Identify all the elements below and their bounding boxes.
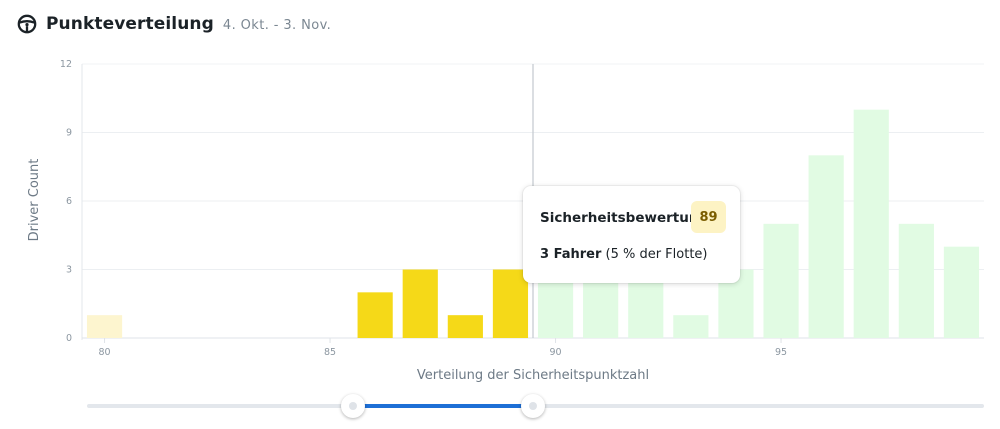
bar-score-97[interactable] [853, 109, 889, 339]
chart-title: Punkteverteilung [46, 14, 214, 34]
tooltip-fleet-share: (5 % der Flotte) [605, 247, 708, 262]
bar-score-88[interactable] [447, 315, 483, 338]
tooltip-score-badge: 89 [691, 201, 726, 233]
chart-header: Punkteverteilung 4. Okt. - 3. Nov. [17, 14, 331, 34]
bar-score-98[interactable] [898, 223, 934, 338]
bar-score-93[interactable] [673, 315, 709, 338]
bar-score-99[interactable] [943, 246, 980, 338]
tooltip-label: Sicherheitsbewertung [540, 210, 692, 226]
date-range: 4. Okt. - 3. Nov. [222, 17, 332, 33]
y-tick-label: 6 [66, 196, 72, 207]
x-tick-label: 90 [550, 347, 562, 358]
bar-score-95[interactable] [763, 223, 799, 338]
tooltip-driver-count: 3 Fahrer [540, 247, 602, 262]
y-tick-label: 0 [66, 333, 72, 344]
slider-selected-range [352, 404, 533, 408]
y-tick-label: 3 [66, 265, 72, 276]
y-tick-label: 12 [60, 59, 72, 70]
y-tick-label: 9 [66, 128, 72, 139]
x-axis-title: Verteilung der Sicherheitspunktzahl [417, 368, 649, 383]
bar-score-86[interactable] [357, 292, 393, 338]
bar-score-80[interactable] [86, 315, 123, 338]
slider-handle-max[interactable] [521, 394, 545, 418]
bar-score-89[interactable] [492, 269, 529, 339]
slider-handle-min[interactable] [340, 394, 365, 418]
y-axis-title: Driver Count [27, 159, 42, 242]
bar-score-96[interactable] [808, 155, 844, 338]
tooltip-detail: 3 Fahrer (5 % der Flotte) [540, 247, 708, 262]
x-tick-label: 80 [99, 347, 111, 358]
score-tooltip: Sicherheitsbewertung 89 3 Fahrer (5 % de… [523, 186, 740, 283]
score-range-slider[interactable] [87, 392, 984, 420]
x-tick-label: 85 [324, 347, 336, 358]
bar-score-87[interactable] [402, 269, 438, 339]
steering-wheel-icon [17, 14, 37, 34]
x-tick-label: 95 [775, 347, 787, 358]
